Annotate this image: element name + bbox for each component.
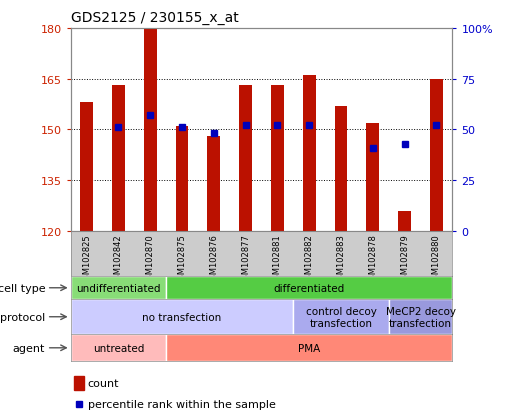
Bar: [176, 127, 188, 231]
Text: control decoy
transfection: control decoy transfection: [305, 306, 377, 328]
Bar: [239, 86, 252, 231]
Bar: [80, 103, 93, 231]
Bar: [335, 107, 347, 231]
Bar: [74, 376, 84, 390]
Text: GSM102879: GSM102879: [400, 234, 409, 284]
Text: undifferentiated: undifferentiated: [76, 283, 161, 293]
Text: count: count: [88, 378, 119, 388]
Text: GSM102881: GSM102881: [273, 234, 282, 284]
Bar: [112, 86, 124, 231]
Text: GSM102882: GSM102882: [305, 234, 314, 284]
Text: GDS2125 / 230155_x_at: GDS2125 / 230155_x_at: [71, 11, 238, 25]
Bar: [144, 29, 156, 231]
Bar: [71, 277, 166, 299]
Bar: [71, 299, 293, 335]
Text: GSM102870: GSM102870: [145, 234, 155, 284]
Text: GSM102825: GSM102825: [82, 234, 91, 284]
Bar: [367, 123, 379, 231]
Text: cell type: cell type: [0, 283, 45, 293]
Text: GSM102842: GSM102842: [114, 234, 123, 284]
Bar: [271, 86, 284, 231]
Bar: [293, 299, 389, 335]
Text: differentiated: differentiated: [274, 283, 345, 293]
Text: GSM102875: GSM102875: [177, 234, 187, 284]
Text: PMA: PMA: [298, 343, 321, 353]
Text: GSM102883: GSM102883: [336, 234, 346, 284]
Bar: [71, 335, 166, 361]
Text: no transfection: no transfection: [142, 312, 222, 322]
Text: GSM102877: GSM102877: [241, 234, 250, 284]
Text: GSM102876: GSM102876: [209, 234, 218, 284]
Text: GSM102880: GSM102880: [432, 234, 441, 284]
Text: protocol: protocol: [0, 312, 45, 322]
Bar: [166, 335, 452, 361]
Text: MeCP2 decoy
transfection: MeCP2 decoy transfection: [385, 306, 456, 328]
Bar: [389, 299, 452, 335]
Text: GSM102878: GSM102878: [368, 234, 378, 284]
Bar: [303, 76, 315, 231]
Bar: [399, 211, 411, 231]
Text: percentile rank within the sample: percentile rank within the sample: [88, 399, 276, 409]
Bar: [166, 277, 452, 299]
Bar: [430, 79, 443, 231]
Text: agent: agent: [13, 343, 45, 353]
Text: untreated: untreated: [93, 343, 144, 353]
Bar: [208, 137, 220, 231]
